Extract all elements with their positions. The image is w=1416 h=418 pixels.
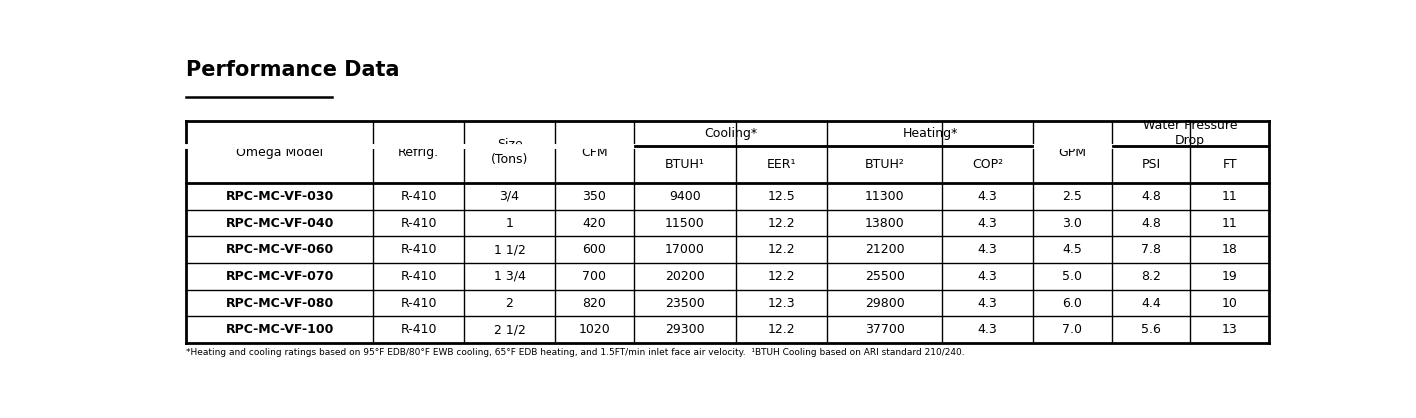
Text: 13: 13: [1222, 323, 1238, 336]
Text: RPC-MC-VF-080: RPC-MC-VF-080: [225, 297, 334, 310]
Text: R-410: R-410: [401, 217, 438, 229]
Text: RPC-MC-VF-030: RPC-MC-VF-030: [225, 190, 334, 203]
Text: R-410: R-410: [401, 190, 438, 203]
Text: 9400: 9400: [670, 190, 701, 203]
Text: 4.3: 4.3: [977, 190, 997, 203]
Text: 29300: 29300: [666, 323, 705, 336]
Text: BTUH²: BTUH²: [865, 158, 905, 171]
Text: 4.8: 4.8: [1141, 217, 1161, 229]
Text: 4.3: 4.3: [977, 217, 997, 229]
Text: 11: 11: [1222, 190, 1238, 203]
Text: RPC-MC-VF-060: RPC-MC-VF-060: [225, 243, 334, 256]
Text: COP²: COP²: [971, 158, 1003, 171]
Text: RPC-MC-VF-100: RPC-MC-VF-100: [225, 323, 334, 336]
Text: R-410: R-410: [401, 323, 438, 336]
Text: 12.2: 12.2: [767, 217, 796, 229]
Text: R-410: R-410: [401, 297, 438, 310]
Text: RPC-MC-VF-070: RPC-MC-VF-070: [225, 270, 334, 283]
Text: PSI: PSI: [1141, 158, 1161, 171]
Text: 10: 10: [1222, 297, 1238, 310]
Text: 2: 2: [506, 297, 514, 310]
Text: Size
(Tons): Size (Tons): [491, 138, 528, 166]
Text: Cooling*: Cooling*: [704, 127, 758, 140]
Text: 8.2: 8.2: [1141, 270, 1161, 283]
Text: 12.5: 12.5: [767, 190, 796, 203]
Text: 1 3/4: 1 3/4: [494, 270, 525, 283]
Text: 4.3: 4.3: [977, 270, 997, 283]
Text: BTUH¹: BTUH¹: [666, 158, 705, 171]
Text: 37700: 37700: [865, 323, 905, 336]
Text: 4.8: 4.8: [1141, 190, 1161, 203]
Text: 820: 820: [582, 297, 606, 310]
Text: 7.8: 7.8: [1141, 243, 1161, 256]
Text: 2 1/2: 2 1/2: [494, 323, 525, 336]
Text: 23500: 23500: [666, 297, 705, 310]
Text: 7.0: 7.0: [1062, 323, 1082, 336]
Text: Performance Data: Performance Data: [185, 60, 399, 80]
Text: 12.2: 12.2: [767, 270, 796, 283]
Text: 25500: 25500: [865, 270, 905, 283]
Text: Omega Model: Omega Model: [236, 145, 323, 158]
Text: 19: 19: [1222, 270, 1238, 283]
Text: R-410: R-410: [401, 243, 438, 256]
Text: EER¹: EER¹: [767, 158, 797, 171]
Text: 4.5: 4.5: [1062, 243, 1082, 256]
Text: 700: 700: [582, 270, 606, 283]
Text: *Heating and cooling ratings based on 95°F EDB/80°F EWB cooling, 65°F EDB heatin: *Heating and cooling ratings based on 95…: [185, 348, 964, 357]
Text: 5.6: 5.6: [1141, 323, 1161, 336]
Text: 4.3: 4.3: [977, 297, 997, 310]
Text: 3/4: 3/4: [500, 190, 520, 203]
Text: Water Pressure
Drop: Water Pressure Drop: [1143, 120, 1238, 148]
Text: 17000: 17000: [666, 243, 705, 256]
Text: 2.5: 2.5: [1062, 190, 1082, 203]
Text: GPM: GPM: [1058, 145, 1086, 158]
Text: 13800: 13800: [865, 217, 905, 229]
Text: 1: 1: [506, 217, 514, 229]
Text: 6.0: 6.0: [1062, 297, 1082, 310]
Text: 5.0: 5.0: [1062, 270, 1082, 283]
Text: 4.4: 4.4: [1141, 297, 1161, 310]
Text: RPC-MC-VF-040: RPC-MC-VF-040: [225, 217, 334, 229]
Text: Heating*: Heating*: [902, 127, 957, 140]
Text: 1 1/2: 1 1/2: [494, 243, 525, 256]
Text: 600: 600: [582, 243, 606, 256]
Text: 18: 18: [1222, 243, 1238, 256]
Text: 29800: 29800: [865, 297, 905, 310]
Text: 21200: 21200: [865, 243, 905, 256]
Text: 11500: 11500: [666, 217, 705, 229]
Text: 12.3: 12.3: [767, 297, 796, 310]
Text: FT: FT: [1222, 158, 1238, 171]
Text: R-410: R-410: [401, 270, 438, 283]
Text: 11: 11: [1222, 217, 1238, 229]
Text: 20200: 20200: [666, 270, 705, 283]
Text: 11300: 11300: [865, 190, 905, 203]
Text: 12.2: 12.2: [767, 323, 796, 336]
Text: 4.3: 4.3: [977, 243, 997, 256]
Text: 350: 350: [582, 190, 606, 203]
Text: Refrig.: Refrig.: [398, 145, 439, 158]
Text: CFM: CFM: [581, 145, 607, 158]
Text: 420: 420: [582, 217, 606, 229]
Text: 12.2: 12.2: [767, 243, 796, 256]
Text: 4.3: 4.3: [977, 323, 997, 336]
Text: 3.0: 3.0: [1062, 217, 1082, 229]
Text: 1020: 1020: [578, 323, 610, 336]
